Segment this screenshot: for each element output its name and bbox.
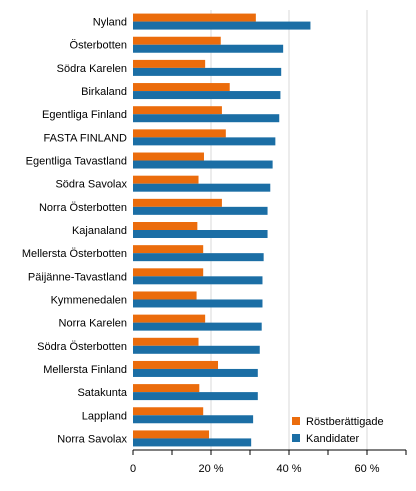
- bar-kandidater: [133, 322, 262, 331]
- bar-kandidater: [133, 91, 281, 100]
- bar-kandidater: [133, 114, 280, 123]
- bar-kandidater: [133, 230, 268, 238]
- bar-kandidater: [133, 368, 258, 377]
- bar-rostberattigade: [133, 360, 219, 369]
- category-label: Södra Karelen: [57, 63, 127, 75]
- bar-rostberattigade: [133, 245, 204, 254]
- bar-kandidater: [133, 299, 263, 308]
- legend-swatch: [292, 417, 300, 425]
- bar-rostberattigade: [133, 175, 199, 184]
- bar-kandidater: [133, 206, 268, 215]
- bar-kandidater: [133, 415, 254, 424]
- bar-kandidater: [133, 276, 263, 285]
- category-label: Norra Savolax: [57, 433, 127, 445]
- bar-kandidater: [133, 44, 284, 53]
- category-label: Egentliga Finland: [42, 109, 127, 121]
- legend-swatch: [292, 434, 300, 442]
- category-labels: Nyland Österbotten Södra Karelen Birkaland E…: [22, 17, 128, 446]
- bar-rostberattigade: [133, 83, 230, 92]
- tick-label: 40 %: [276, 463, 301, 475]
- category-label: Lappland: [82, 410, 127, 422]
- tick-label: 60 %: [354, 463, 379, 475]
- tick-label: 20 %: [198, 463, 223, 475]
- bar-rostberattigade: [133, 152, 204, 161]
- bar-rostberattigade: [133, 268, 204, 277]
- bar-rostberattigade: [133, 337, 199, 346]
- bar-rostberattigade: [133, 291, 197, 300]
- category-label: Mellersta Österbotten: [22, 248, 127, 260]
- category-label: Päijänne-Tavastland: [28, 271, 127, 283]
- category-label: Södra Österbotten: [37, 341, 127, 353]
- bar-kandidater: [133, 345, 260, 354]
- bar-kandidater: [133, 137, 276, 146]
- category-label: Satakunta: [77, 387, 127, 399]
- bar-rostberattigade: [133, 59, 206, 68]
- category-label: FASTA FINLAND: [43, 132, 127, 144]
- bar-rostberattigade: [133, 13, 256, 22]
- category-label: Nyland: [93, 17, 127, 29]
- legend-label: Kandidater: [306, 433, 360, 445]
- bar-rostberattigade: [133, 106, 222, 115]
- category-label: Södra Savolax: [55, 179, 127, 191]
- bar-rostberattigade: [133, 36, 221, 45]
- tick-label: 0: [130, 463, 136, 475]
- bar-kandidater: [133, 183, 271, 192]
- category-label: Norra Österbotten: [39, 202, 127, 214]
- bar-rostberattigade: [133, 407, 204, 416]
- bar-rostberattigade: [133, 314, 206, 323]
- bar-kandidater: [133, 67, 282, 76]
- bar-rostberattigade: [133, 384, 200, 393]
- category-label: Mellersta Finland: [43, 364, 127, 376]
- legend: Röstberättigade Kandidater: [292, 416, 384, 445]
- bar-kandidater: [133, 160, 273, 169]
- legend-label: Röstberättigade: [306, 416, 384, 428]
- bar-kandidater: [133, 438, 252, 447]
- category-label: Kajanaland: [72, 225, 127, 237]
- bar-rostberattigade: [133, 222, 198, 230]
- bar-rostberattigade: [133, 430, 210, 439]
- bar-kandidater: [133, 253, 264, 262]
- bar-kandidater: [133, 392, 258, 401]
- bar-rostberattigade: [133, 198, 222, 207]
- category-label: Egentliga Tavastland: [26, 156, 127, 168]
- bars: [133, 13, 311, 447]
- bar-rostberattigade: [133, 129, 226, 138]
- category-label: Österbotten: [70, 40, 127, 52]
- bar-kandidater: [133, 21, 311, 30]
- x-axis-ticks: 0 20 % 40 % 60 %: [130, 450, 407, 475]
- category-label: Norra Karelen: [59, 318, 127, 330]
- category-label: Kymmenedalen: [51, 294, 127, 306]
- category-label: Birkaland: [81, 86, 127, 98]
